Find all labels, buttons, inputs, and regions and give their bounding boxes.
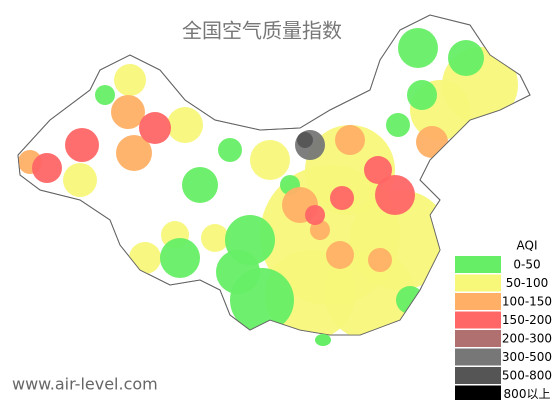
aqi-blob [63, 163, 97, 197]
hainan-island [315, 334, 331, 346]
footer-url: www.air-level.com [12, 375, 158, 394]
legend-label: 100-150 [502, 295, 552, 309]
legend-swatch [455, 367, 501, 384]
aqi-blob [32, 153, 62, 183]
aqi-blob [114, 64, 146, 96]
legend-label: 300-500 [502, 350, 552, 364]
aqi-blob [407, 80, 437, 110]
aqi-blob [250, 140, 290, 180]
aqi-blob [216, 250, 260, 294]
aqi-blob [386, 113, 410, 137]
legend-title: AQI [517, 239, 538, 253]
aqi-blob [182, 167, 218, 203]
aqi-blob [416, 126, 448, 158]
aqi-blob [398, 28, 438, 68]
legend-swatch [455, 311, 501, 329]
legend-label: 500-800 [502, 369, 552, 383]
aqi-blobs [18, 28, 518, 335]
legend-swatch [455, 330, 501, 347]
aqi-blob [330, 186, 354, 210]
legend-swatch [455, 348, 501, 366]
aqi-blob [325, 250, 415, 335]
aqi-blob [160, 238, 200, 278]
legend-swatch [455, 293, 501, 310]
aqi-blob [326, 241, 354, 269]
aqi-blob [65, 128, 99, 162]
aqi-blob [375, 175, 415, 215]
aqi-blob [129, 242, 161, 274]
aqi-blob [167, 107, 203, 143]
legend: AQI 0-50 50-100 100-150 150-200 200-300 300-5… [453, 236, 555, 400]
aqi-blob [364, 156, 392, 184]
legend-swatch [455, 256, 501, 273]
aqi-blob [218, 138, 242, 162]
aqi-blob [448, 40, 484, 76]
aqi-blob [111, 95, 145, 129]
legend-label: 200-300 [502, 332, 552, 346]
map-title: 全国空气质量指数 [182, 19, 342, 43]
aqi-blob [201, 224, 229, 252]
legend-label: 800以上 [504, 387, 551, 400]
aqi-blob [116, 135, 152, 171]
aqi-blob [139, 112, 171, 144]
legend-swatch [455, 274, 501, 292]
aqi-blob [305, 125, 395, 215]
legend-label: 0-50 [513, 258, 540, 272]
aqi-blob [368, 248, 392, 272]
aqi-blob [95, 85, 115, 105]
aqi-blob [305, 205, 325, 225]
aqi-blob [335, 125, 365, 155]
legend-label: 150-200 [502, 313, 552, 327]
aqi-blob [297, 132, 313, 148]
legend-label: 50-100 [506, 276, 549, 290]
legend-swatch [455, 385, 501, 400]
